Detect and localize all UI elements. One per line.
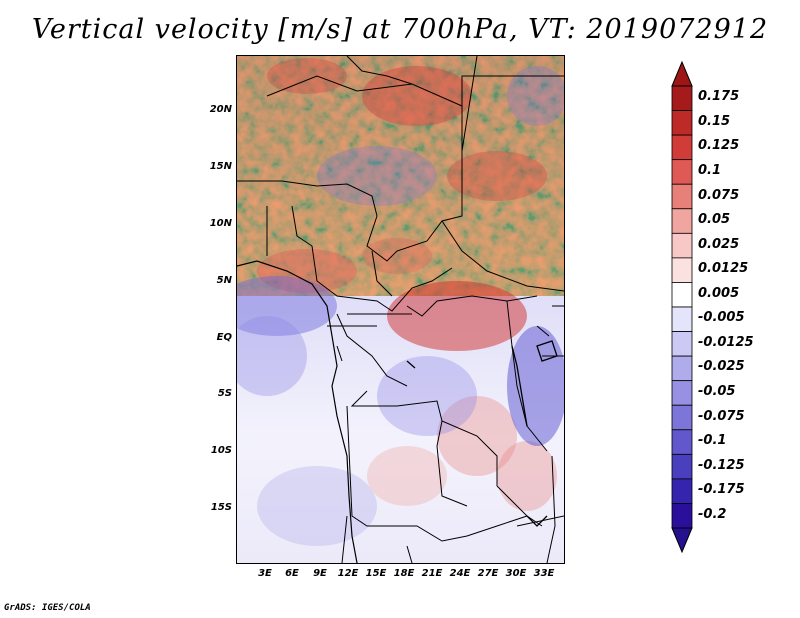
y-axis-label: 20N xyxy=(209,104,232,115)
y-axis-label: 15N xyxy=(209,161,232,172)
colorbar-cell xyxy=(671,208,693,234)
lakes xyxy=(406,340,558,527)
colorbar-label: 0.075 xyxy=(698,187,740,203)
colorbar-cell xyxy=(671,429,693,455)
colorbar-cell xyxy=(671,404,693,431)
colorbar-cells xyxy=(671,85,693,529)
colorbar-label: -0.125 xyxy=(698,457,745,473)
colorbar-label: 0.0125 xyxy=(698,261,749,277)
x-axis-label: 3E xyxy=(258,568,272,579)
chart-title: Vertical velocity [m/s] at 700hPa, VT: 2… xyxy=(31,14,769,45)
colorbar-label: 0.05 xyxy=(698,212,731,228)
country-borders xyxy=(237,56,564,563)
colorbar-cell xyxy=(671,306,693,332)
x-axis-label: 18E xyxy=(393,568,415,579)
colorbar-label: -0.025 xyxy=(698,359,745,375)
colorbar-cell xyxy=(671,478,693,504)
colorbar-label: -0.0125 xyxy=(698,334,754,350)
colorbar-label: 0.175 xyxy=(698,89,740,105)
colorbar-label: -0.1 xyxy=(698,433,727,449)
y-axis-label: EQ xyxy=(216,332,232,343)
coastline xyxy=(237,260,358,563)
colorbar-cell xyxy=(671,159,693,185)
y-axis-label: 15S xyxy=(210,502,232,513)
velocity-field xyxy=(237,56,564,296)
colorbar-cell xyxy=(671,331,693,357)
colorbar-cell xyxy=(671,232,693,259)
footer-credit: GrADS: IGES/COLA xyxy=(4,603,91,613)
x-axis-label: 27E xyxy=(477,568,499,579)
colorbar-cell xyxy=(671,85,693,111)
colorbar-label: 0.15 xyxy=(698,113,731,129)
colorbar-bottom-arrow xyxy=(671,527,693,554)
x-axis-label: 30E xyxy=(505,568,527,579)
colorbar-label: -0.005 xyxy=(698,310,745,326)
x-axis-label: 33E xyxy=(533,568,555,579)
colorbar-label: 0.005 xyxy=(698,285,740,301)
x-axis-label: 15E xyxy=(365,568,387,579)
y-axis-label: 5N xyxy=(216,275,232,286)
x-axis-label: 6E xyxy=(285,568,299,579)
x-axis-label: 12E xyxy=(337,568,359,579)
colorbar-label: 0.1 xyxy=(698,162,722,178)
vertical-velocity-map xyxy=(237,56,564,563)
colorbar-label: -0.05 xyxy=(698,383,736,399)
colorbar-cell xyxy=(671,503,693,529)
x-axis-label: 21E xyxy=(421,568,443,579)
colorbar-cell xyxy=(671,453,693,480)
colorbar-label: -0.075 xyxy=(698,408,745,424)
colorbar-cell xyxy=(671,282,693,308)
colorbar xyxy=(671,60,693,554)
colorbar-label: -0.175 xyxy=(698,482,745,498)
colorbar-cell xyxy=(671,110,693,136)
colorbar-cell xyxy=(671,183,693,210)
colorbar-cell xyxy=(671,134,693,161)
y-axis-label: 5S xyxy=(217,388,232,399)
x-axis-label: 9E xyxy=(313,568,327,579)
colorbar-label: 0.125 xyxy=(698,138,740,154)
y-axis-label: 10N xyxy=(209,218,232,229)
colorbar-cell xyxy=(671,355,693,382)
colorbar-cell xyxy=(671,257,693,283)
colorbar-label: 0.025 xyxy=(698,236,740,252)
colorbar-top-arrow xyxy=(671,60,693,87)
colorbar-cell xyxy=(671,380,693,406)
map-panel xyxy=(236,55,565,564)
colorbar-label: -0.2 xyxy=(698,506,727,522)
sinking-motion-areas xyxy=(237,66,564,546)
x-axis-label: 24E xyxy=(449,568,471,579)
y-axis-label: 10S xyxy=(210,445,232,456)
